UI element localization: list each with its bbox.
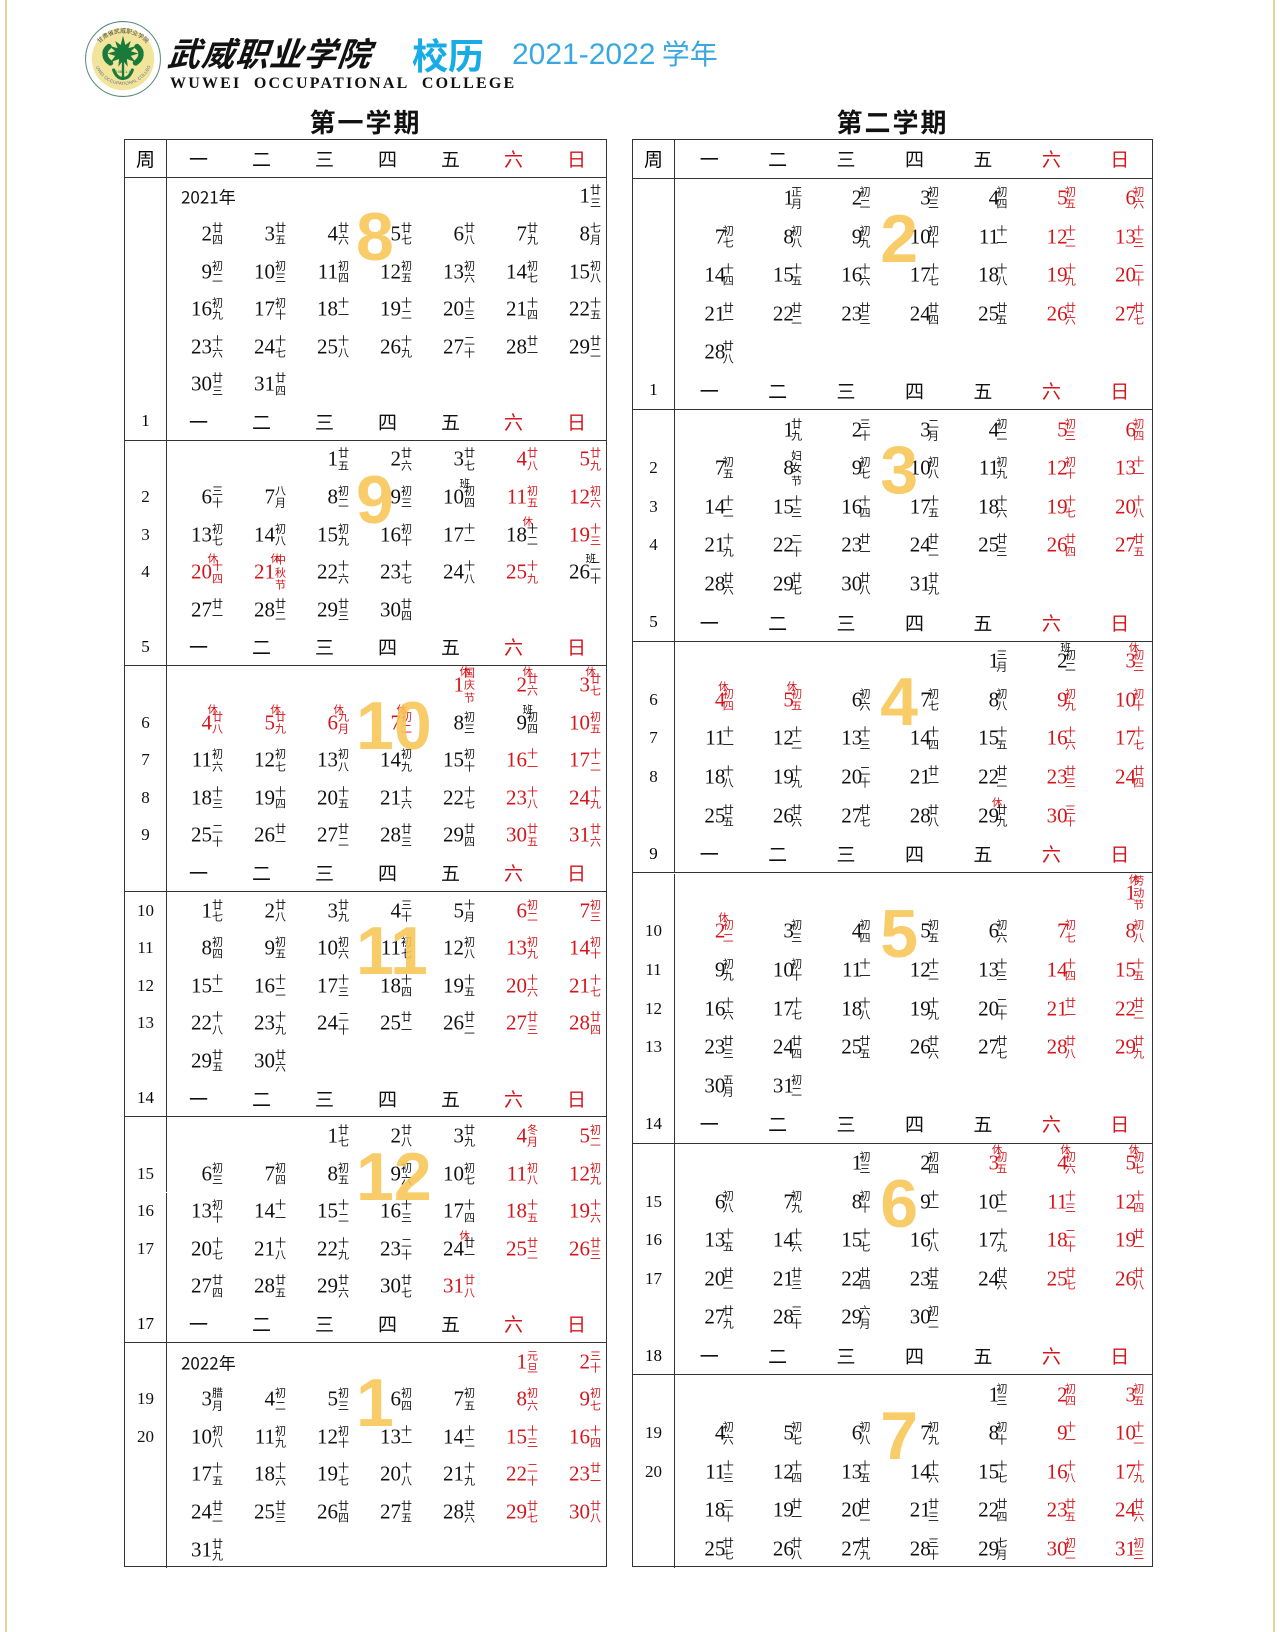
svg-text:1984.1.1: 1984.1.1 xyxy=(115,69,130,74)
